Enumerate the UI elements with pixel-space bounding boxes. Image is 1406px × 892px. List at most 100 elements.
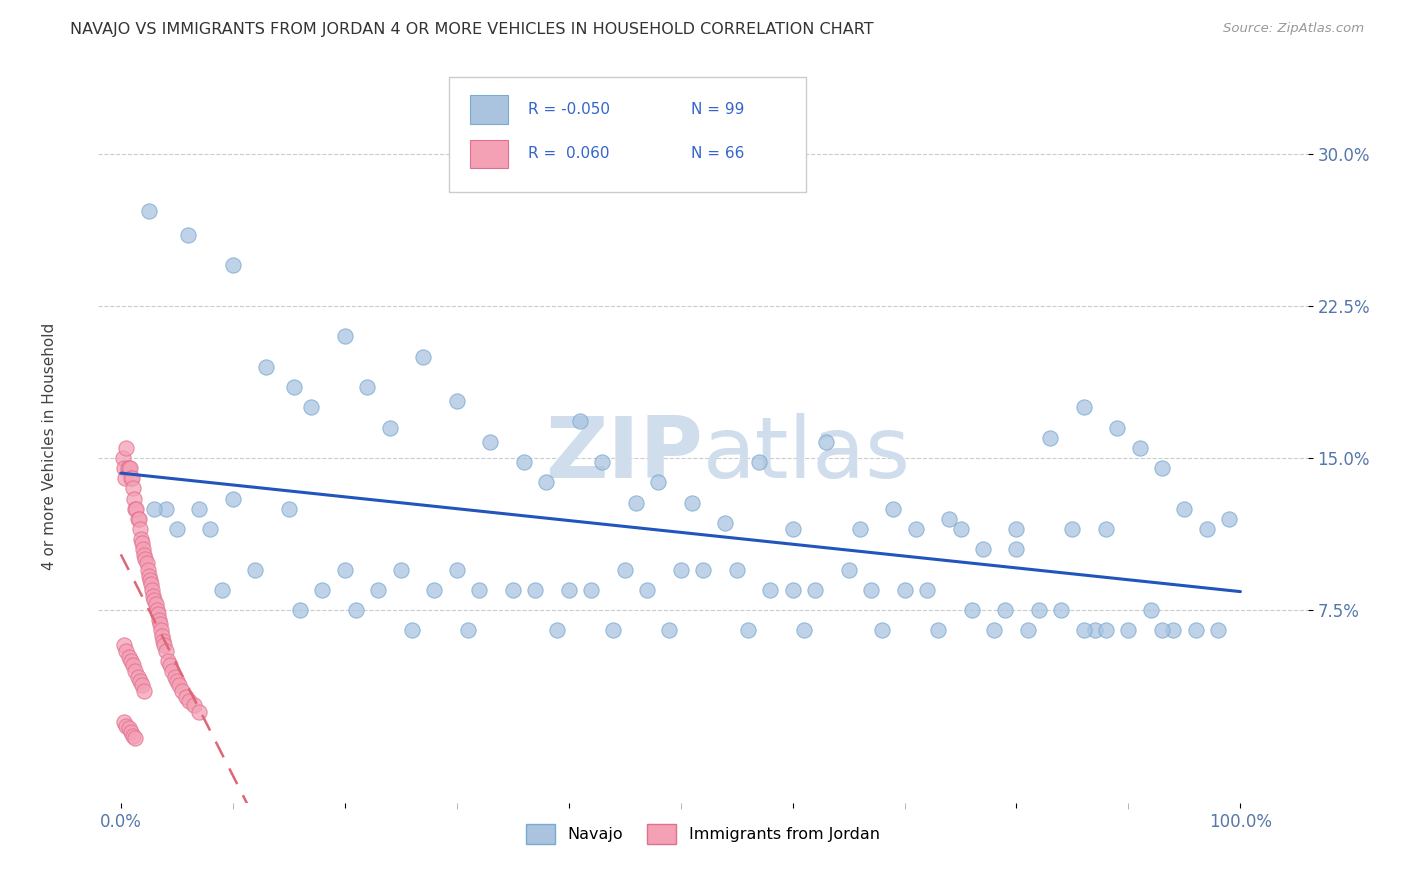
Point	[299, 401, 322, 415]
Point	[188, 501, 211, 516]
Point	[122, 491, 145, 506]
Point	[782, 582, 804, 597]
Point	[815, 434, 838, 449]
Point	[1206, 624, 1229, 638]
Point	[127, 512, 149, 526]
Point	[122, 729, 145, 743]
Point	[121, 471, 143, 485]
Text: 4 or more Vehicles in Household: 4 or more Vehicles in Household	[42, 322, 56, 570]
Point	[1084, 624, 1107, 638]
Point	[367, 582, 389, 597]
Point	[568, 414, 591, 428]
Point	[994, 603, 1017, 617]
Point	[1218, 512, 1240, 526]
Point	[412, 350, 434, 364]
Point	[254, 359, 277, 374]
Point	[1107, 420, 1129, 434]
Point	[1095, 522, 1118, 536]
Point	[636, 582, 658, 597]
Point	[128, 522, 150, 536]
Point	[591, 455, 613, 469]
Point	[468, 582, 491, 597]
Point	[1150, 624, 1173, 638]
Point	[143, 501, 166, 516]
Point	[536, 475, 558, 490]
Point	[163, 670, 186, 684]
Point	[681, 495, 703, 509]
Point	[120, 724, 142, 739]
Point	[1005, 522, 1028, 536]
Point	[155, 501, 177, 516]
Point	[1129, 441, 1152, 455]
Point	[112, 714, 135, 729]
Point	[983, 624, 1005, 638]
FancyBboxPatch shape	[449, 78, 806, 192]
Point	[938, 512, 960, 526]
Point	[1050, 603, 1073, 617]
FancyBboxPatch shape	[470, 140, 509, 169]
Point	[737, 624, 759, 638]
Point	[579, 582, 602, 597]
Point	[150, 630, 173, 644]
Point	[524, 582, 547, 597]
Legend: Navajo, Immigrants from Jordan: Navajo, Immigrants from Jordan	[520, 818, 886, 850]
Point	[1184, 624, 1206, 638]
Point	[557, 582, 579, 597]
Point	[136, 562, 159, 576]
Point	[479, 434, 502, 449]
Point	[118, 721, 141, 735]
Point	[904, 522, 927, 536]
Point	[138, 203, 160, 218]
Point	[804, 582, 827, 597]
Point	[174, 690, 197, 705]
Point	[859, 582, 882, 597]
Point	[142, 589, 165, 603]
Point	[423, 582, 446, 597]
Point	[177, 227, 200, 242]
Point	[112, 638, 135, 652]
Point	[166, 674, 188, 689]
Text: atlas: atlas	[703, 413, 911, 496]
Text: N = 99: N = 99	[690, 102, 744, 117]
Point	[127, 670, 149, 684]
Point	[222, 491, 245, 506]
Point	[124, 501, 146, 516]
Point	[949, 522, 972, 536]
Point	[927, 624, 949, 638]
Point	[128, 674, 150, 689]
Point	[145, 603, 167, 617]
Point	[167, 678, 190, 692]
Point	[1073, 624, 1095, 638]
Point	[1073, 401, 1095, 415]
Point	[457, 624, 479, 638]
Point	[513, 455, 536, 469]
Point	[848, 522, 870, 536]
Point	[870, 624, 893, 638]
Point	[172, 684, 194, 698]
Point	[1173, 501, 1195, 516]
Point	[333, 562, 356, 576]
Point	[211, 582, 233, 597]
Point	[115, 643, 138, 657]
Point	[139, 573, 162, 587]
FancyBboxPatch shape	[470, 95, 509, 124]
Point	[179, 694, 201, 708]
Point	[288, 603, 311, 617]
Point	[692, 562, 714, 576]
Point	[145, 597, 167, 611]
Point	[134, 684, 156, 698]
Point	[134, 549, 156, 563]
Point	[118, 649, 141, 664]
Point	[546, 624, 568, 638]
Point	[714, 516, 737, 530]
Point	[1039, 431, 1062, 445]
Point	[143, 593, 166, 607]
Point	[148, 613, 170, 627]
Point	[131, 678, 153, 692]
Point	[112, 461, 135, 475]
Point	[793, 624, 815, 638]
Point	[188, 705, 211, 719]
Point	[759, 582, 782, 597]
Point	[446, 394, 468, 409]
Point	[112, 450, 135, 465]
